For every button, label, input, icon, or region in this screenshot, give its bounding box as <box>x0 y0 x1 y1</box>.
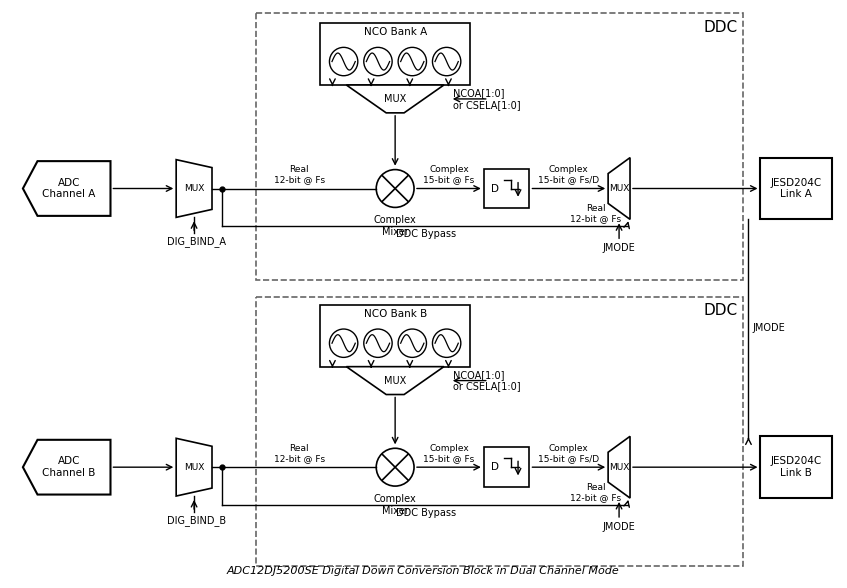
Polygon shape <box>346 367 444 395</box>
Text: MUX: MUX <box>184 463 204 472</box>
Text: D: D <box>491 183 499 193</box>
Polygon shape <box>23 440 110 495</box>
Circle shape <box>398 329 427 358</box>
Text: MUX: MUX <box>384 94 407 104</box>
Text: Real
12-bit @ Fs: Real 12-bit @ Fs <box>570 204 621 223</box>
Text: NCOA[1:0]
or CSELA[1:0]: NCOA[1:0] or CSELA[1:0] <box>453 88 521 110</box>
Circle shape <box>398 48 427 76</box>
Bar <box>256 14 744 280</box>
Text: JMODE: JMODE <box>603 243 635 253</box>
Text: Complex
15-bit @ Fs: Complex 15-bit @ Fs <box>424 165 474 185</box>
Polygon shape <box>608 436 630 498</box>
Bar <box>484 169 529 208</box>
Polygon shape <box>176 159 212 218</box>
Text: DDC: DDC <box>703 303 738 319</box>
Circle shape <box>329 329 357 358</box>
Text: Complex
Mixer: Complex Mixer <box>374 215 417 237</box>
Text: DDC Bypass: DDC Bypass <box>396 229 456 239</box>
Polygon shape <box>608 158 630 219</box>
Bar <box>320 305 470 367</box>
Polygon shape <box>23 161 110 216</box>
Text: ADC
Channel A: ADC Channel A <box>42 178 96 199</box>
Text: DIG_BIND_A: DIG_BIND_A <box>167 236 225 247</box>
Text: ADC12DJ5200SE Digital Down Conversion Block in Dual Channel Mode: ADC12DJ5200SE Digital Down Conversion Bl… <box>227 566 619 576</box>
Bar <box>256 297 744 566</box>
Text: MUX: MUX <box>609 463 629 472</box>
Text: DDC Bypass: DDC Bypass <box>396 508 456 518</box>
Bar <box>320 24 470 85</box>
Circle shape <box>376 169 414 208</box>
Circle shape <box>433 48 461 76</box>
Circle shape <box>376 448 414 486</box>
Text: Complex
15-bit @ Fs: Complex 15-bit @ Fs <box>424 444 474 463</box>
Text: ADC
Channel B: ADC Channel B <box>42 456 96 478</box>
Circle shape <box>329 48 357 76</box>
Text: D: D <box>491 462 499 472</box>
Text: MUX: MUX <box>384 376 407 386</box>
Text: NCO Bank B: NCO Bank B <box>363 309 427 319</box>
Text: Complex
15-bit @ Fs/D: Complex 15-bit @ Fs/D <box>538 165 600 185</box>
Text: DDC: DDC <box>703 20 738 35</box>
Text: Real
12-bit @ Fs: Real 12-bit @ Fs <box>570 483 621 502</box>
Polygon shape <box>346 85 444 113</box>
Circle shape <box>363 329 392 358</box>
Bar <box>484 447 529 487</box>
Text: DIG_BIND_B: DIG_BIND_B <box>167 515 225 526</box>
Text: MUX: MUX <box>609 184 629 193</box>
Text: Real
12-bit @ Fs: Real 12-bit @ Fs <box>274 165 324 185</box>
Text: JMODE: JMODE <box>752 323 785 333</box>
Circle shape <box>363 48 392 76</box>
Text: Complex
Mixer: Complex Mixer <box>374 494 417 516</box>
Text: JMODE: JMODE <box>603 522 635 532</box>
Text: JESD204C
Link B: JESD204C Link B <box>771 456 822 478</box>
Text: NCOA[1:0]
or CSELA[1:0]: NCOA[1:0] or CSELA[1:0] <box>453 370 521 392</box>
Bar <box>761 436 832 498</box>
Bar <box>761 158 832 219</box>
Text: JESD204C
Link A: JESD204C Link A <box>771 178 822 199</box>
Polygon shape <box>176 438 212 496</box>
Text: MUX: MUX <box>184 184 204 193</box>
Text: Real
12-bit @ Fs: Real 12-bit @ Fs <box>274 444 324 463</box>
Circle shape <box>433 329 461 358</box>
Text: Complex
15-bit @ Fs/D: Complex 15-bit @ Fs/D <box>538 444 600 463</box>
Text: NCO Bank A: NCO Bank A <box>363 27 427 37</box>
